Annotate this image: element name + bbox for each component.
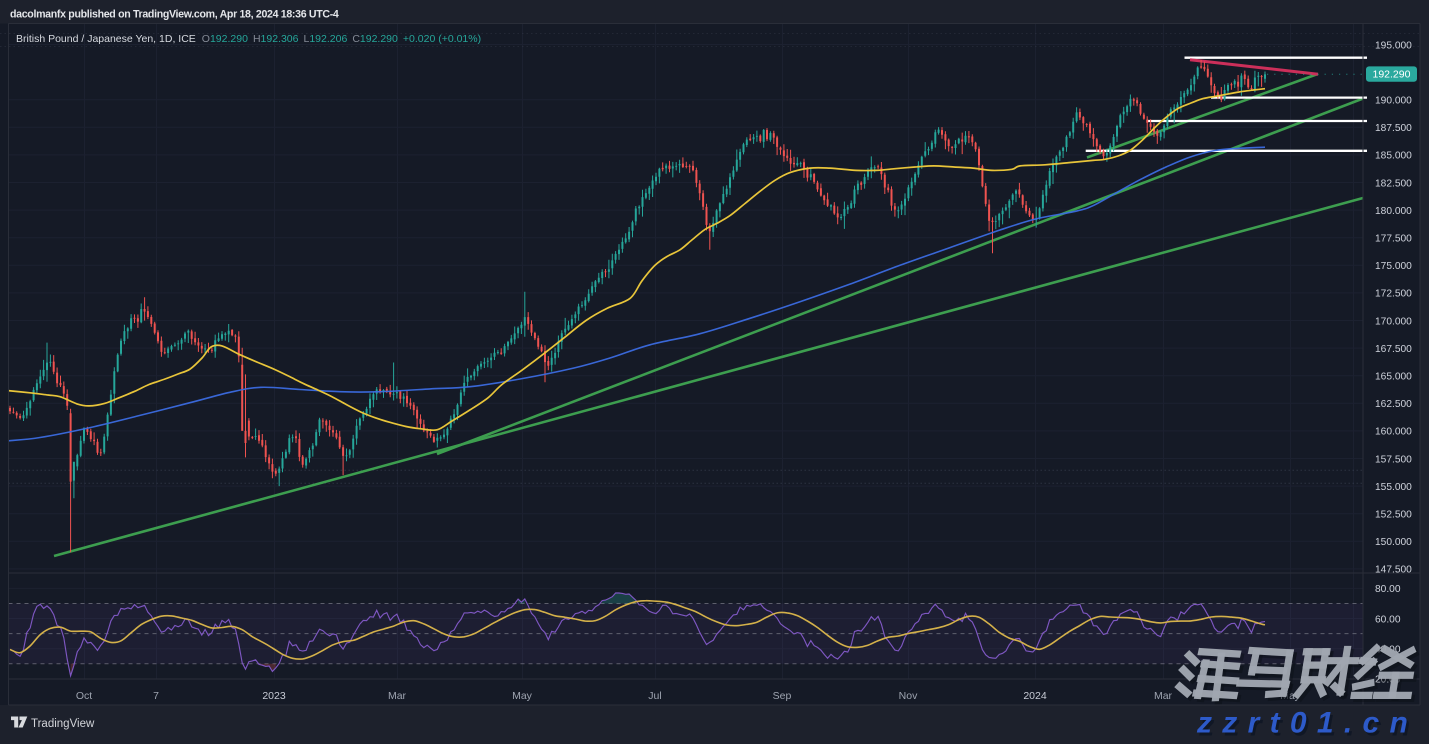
svg-text:Mar: Mar <box>1154 690 1173 702</box>
svg-text:170.000: 170.000 <box>1375 316 1412 327</box>
svg-text:182.500: 182.500 <box>1375 178 1412 189</box>
svg-text:190.000: 190.000 <box>1375 96 1412 107</box>
svg-text:195.000: 195.000 <box>1375 40 1412 51</box>
svg-text:zzrt01.cn: zzrt01.cn <box>1198 709 1420 739</box>
svg-text:TradingView: TradingView <box>31 718 95 730</box>
svg-text:162.500: 162.500 <box>1375 399 1412 410</box>
svg-text:7: 7 <box>153 690 159 702</box>
svg-text:Jul: Jul <box>648 690 661 702</box>
svg-text:Nov: Nov <box>899 690 918 702</box>
svg-text:zzrt01.cn: zzrt01.cn <box>1196 707 1418 740</box>
svg-text:177.500: 177.500 <box>1375 234 1412 245</box>
svg-text:2023: 2023 <box>262 690 286 702</box>
svg-text:167.500: 167.500 <box>1375 344 1412 355</box>
svg-text:152.500: 152.500 <box>1375 510 1412 521</box>
svg-text:Oct: Oct <box>76 690 92 702</box>
svg-text:dacolmanfx published on Tradin: dacolmanfx published on TradingView.com,… <box>10 9 339 21</box>
svg-text:80.00: 80.00 <box>1375 584 1401 595</box>
svg-text:160.000: 160.000 <box>1375 427 1412 438</box>
svg-text:147.500: 147.500 <box>1375 565 1412 576</box>
svg-text:187.500: 187.500 <box>1375 123 1412 134</box>
svg-text:May: May <box>512 690 533 702</box>
svg-text:192.290: 192.290 <box>1373 69 1411 81</box>
svg-text:Sep: Sep <box>773 690 792 702</box>
svg-text:2024: 2024 <box>1023 690 1047 702</box>
svg-text:185.000: 185.000 <box>1375 151 1412 162</box>
svg-text:20.00: 20.00 <box>1375 675 1401 686</box>
svg-text:180.000: 180.000 <box>1375 206 1412 217</box>
svg-text:150.000: 150.000 <box>1375 537 1412 548</box>
svg-text:172.500: 172.500 <box>1375 289 1412 300</box>
svg-text:157.500: 157.500 <box>1375 454 1412 465</box>
svg-text:155.000: 155.000 <box>1375 482 1412 493</box>
svg-text:Mar: Mar <box>388 690 407 702</box>
svg-text:175.000: 175.000 <box>1375 261 1412 272</box>
svg-text:60.00: 60.00 <box>1375 614 1401 625</box>
svg-text:165.000: 165.000 <box>1375 372 1412 383</box>
